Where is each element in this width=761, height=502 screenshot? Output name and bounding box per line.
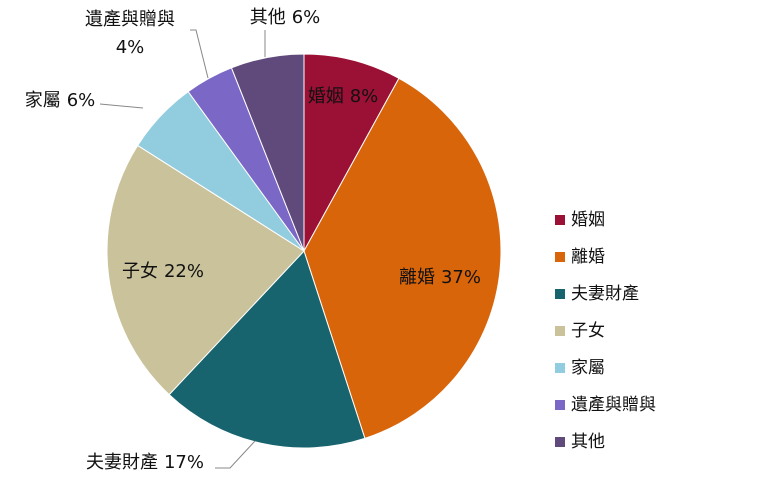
data-label-name: 離婚 — [399, 267, 435, 288]
data-label-name: 夫妻財產 — [86, 452, 158, 473]
leader-line — [99, 103, 144, 109]
legend-label: 家屬 — [571, 358, 605, 378]
legend-label: 遺產與贈與 — [571, 395, 656, 415]
legend-label: 婚姻 — [571, 210, 605, 230]
data-label: 離婚 37% — [399, 267, 481, 288]
legend-swatch — [555, 289, 565, 299]
data-label: 家屬 6% — [25, 90, 96, 111]
legend-label: 子女 — [571, 321, 605, 341]
data-label: 婚姻 8% — [308, 86, 379, 107]
pie-slice — [303, 53, 400, 252]
data-label-value: 4% — [116, 37, 145, 58]
data-label: 其他 6% — [250, 7, 321, 28]
pie-slice — [168, 250, 366, 449]
legend-label: 離婚 — [571, 247, 605, 267]
data-label-value: 22% — [164, 261, 204, 282]
legend-swatch — [555, 437, 565, 447]
legend-swatch — [555, 326, 565, 336]
data-label-value: 17% — [164, 452, 204, 473]
legend-swatch — [555, 400, 565, 410]
data-label-value: 6% — [292, 7, 321, 28]
legend-swatch — [555, 215, 565, 225]
legend-label: 其他 — [571, 432, 605, 452]
legend-label: 夫妻財產 — [571, 284, 639, 304]
data-label-name: 其他 — [250, 7, 286, 28]
pie-slice — [303, 77, 502, 439]
pie-slice — [106, 144, 305, 396]
data-label-value: 8% — [350, 86, 379, 107]
data-label: 子女 22% — [122, 261, 204, 282]
data-label-name: 遺產與贈與 — [85, 9, 175, 30]
leader-line — [215, 440, 256, 469]
data-label-value: 6% — [67, 90, 96, 111]
leader-line — [190, 29, 209, 79]
data-label: 夫妻財產 17% — [86, 452, 204, 473]
data-label-value: 37% — [441, 267, 481, 288]
data-label-name: 子女 — [122, 261, 158, 282]
data-label-name: 家屬 — [25, 90, 61, 111]
pie-slice — [230, 53, 305, 252]
legend-swatch — [555, 252, 565, 262]
legend-swatch — [555, 363, 565, 373]
data-label-name: 婚姻 — [308, 86, 344, 107]
